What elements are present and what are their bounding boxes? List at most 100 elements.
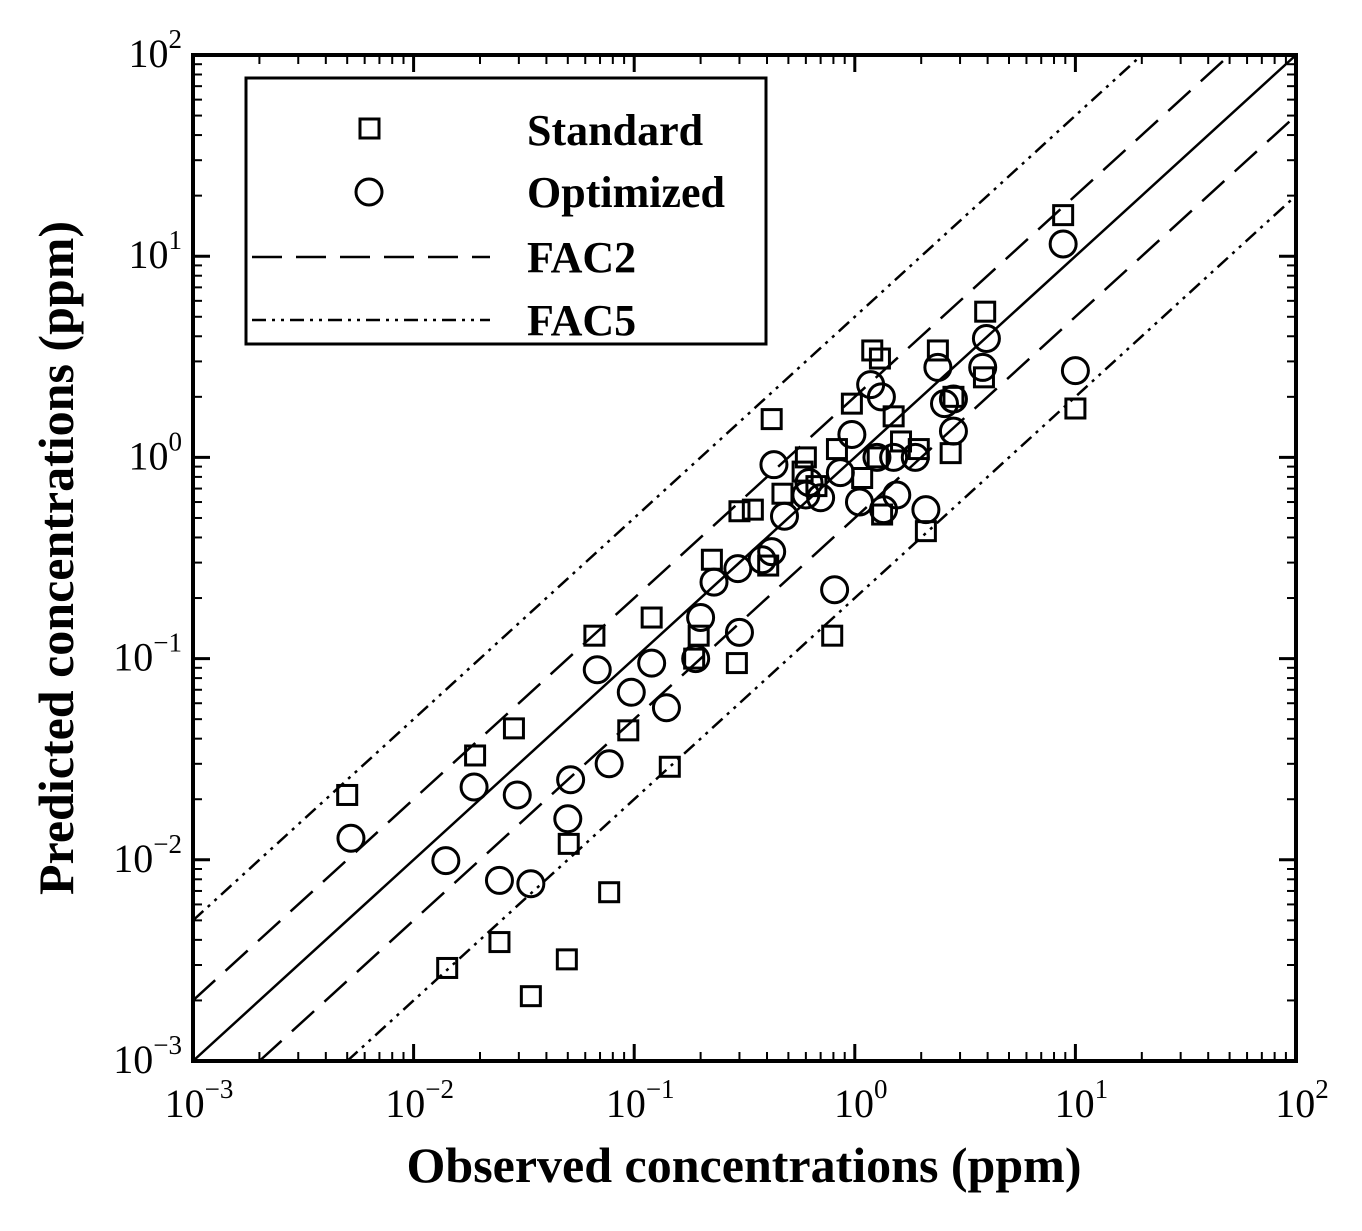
x-axis-title: Observed concentrations (ppm) [407,1137,1082,1193]
optimized-point [502,780,532,810]
optimized-point [431,846,461,876]
y-tick-label: 10−3 [113,1030,182,1082]
standard-point [939,442,962,465]
optimized-point [582,655,612,685]
tick-labels: 10−3 10−2 10−1 100 101 102 10−3 10−2 10−1 100 101 1… [113,24,1328,1126]
optimized-point [553,804,583,834]
legend-label-optimized: Optimized [527,168,725,217]
optimized-point [556,765,586,795]
standard-point [583,624,606,647]
standard-point [868,347,891,370]
optimized-point [594,749,624,779]
optimized-point [336,823,366,853]
optimized-point [844,487,874,517]
standard-point [336,783,359,806]
optimized-point [651,693,681,723]
legend-label-standard: Standard [527,106,703,155]
standard-point [557,832,580,855]
optimized-point [938,384,968,414]
optimized-point [723,554,753,584]
optimized-point [968,352,998,382]
x-tick-label: 10−2 [385,1074,454,1126]
standard-point [598,881,621,904]
reference-line-fac2-1 [192,54,1231,1002]
optimized-point [681,644,711,674]
optimized-point [484,865,514,895]
standard-point [519,985,542,1008]
standard-point [488,931,511,954]
optimized-point [882,480,912,510]
standard-point [866,446,889,469]
optimized-point [516,869,546,899]
optimized-point [938,416,968,446]
standard-point [757,554,780,577]
standard-point [974,300,997,323]
optimized-point [459,772,489,802]
legend-label-fac2: FAC2 [527,233,636,282]
optimized-point [1060,356,1090,386]
reference-line-fac2-2 [258,114,1297,1062]
optimized-point [820,575,850,605]
standard-point [771,482,794,505]
standard-point [436,956,459,979]
x-tick-label: 102 [1275,1074,1329,1126]
legend-circle-marker [354,177,384,207]
optimized-point [757,537,787,567]
optimized-point [686,603,716,633]
optimized-point [806,483,836,513]
standard-point [683,647,706,670]
standard-point [926,339,949,362]
y-tick-label: 100 [129,426,183,478]
x-tick-label: 10−3 [165,1074,234,1126]
standard-point [825,438,848,461]
optimized-point [1048,229,1078,259]
y-tick-label: 102 [129,24,183,76]
optimized-point [747,545,777,575]
y-axis-title: Predicted concentrations (ppm) [28,221,84,895]
optimized-point [825,458,855,488]
standard-point [555,948,578,971]
standard-point [840,392,863,415]
optimized-point [699,567,729,597]
legend: Standard Optimized FAC2 FAC5 [244,76,768,346]
optimized-point [866,382,896,412]
reference-line-fac5-4 [346,194,1297,1062]
x-tick-label: 10−1 [606,1074,675,1126]
optimized-point [879,442,909,472]
standard-point [1064,397,1087,420]
optimized-point [923,352,953,382]
standard-point [821,624,844,647]
y-tick-label: 10−1 [113,628,182,680]
optimized-point [837,419,867,449]
optimized-point [862,442,892,472]
standard-point [658,755,681,778]
optimized-point [759,450,789,480]
standard-point [741,498,764,521]
optimized-point [769,501,799,531]
standard-point [760,408,783,431]
y-tick-label: 101 [129,225,183,277]
optimized-series [336,229,1090,899]
standard-point [851,466,874,489]
standard-point [907,438,930,461]
legend-square-marker [358,117,381,140]
standard-point [700,548,723,571]
standard-point [728,500,751,523]
legend-label-fac5: FAC5 [527,296,636,345]
x-tick-label: 100 [834,1074,888,1126]
x-tick-label: 101 [1055,1074,1109,1126]
reference-line-fac5-3 [192,54,1143,922]
optimized-point [911,495,941,525]
legend-box [244,76,768,346]
plot-frame [191,53,1298,1063]
standard-point [725,652,748,675]
standard-point [502,717,525,740]
standard-point [882,405,905,428]
standard-point [464,744,487,767]
standard-point [640,606,663,629]
standard-point [794,446,817,469]
standard-point [617,719,640,742]
optimized-point [971,323,1001,353]
